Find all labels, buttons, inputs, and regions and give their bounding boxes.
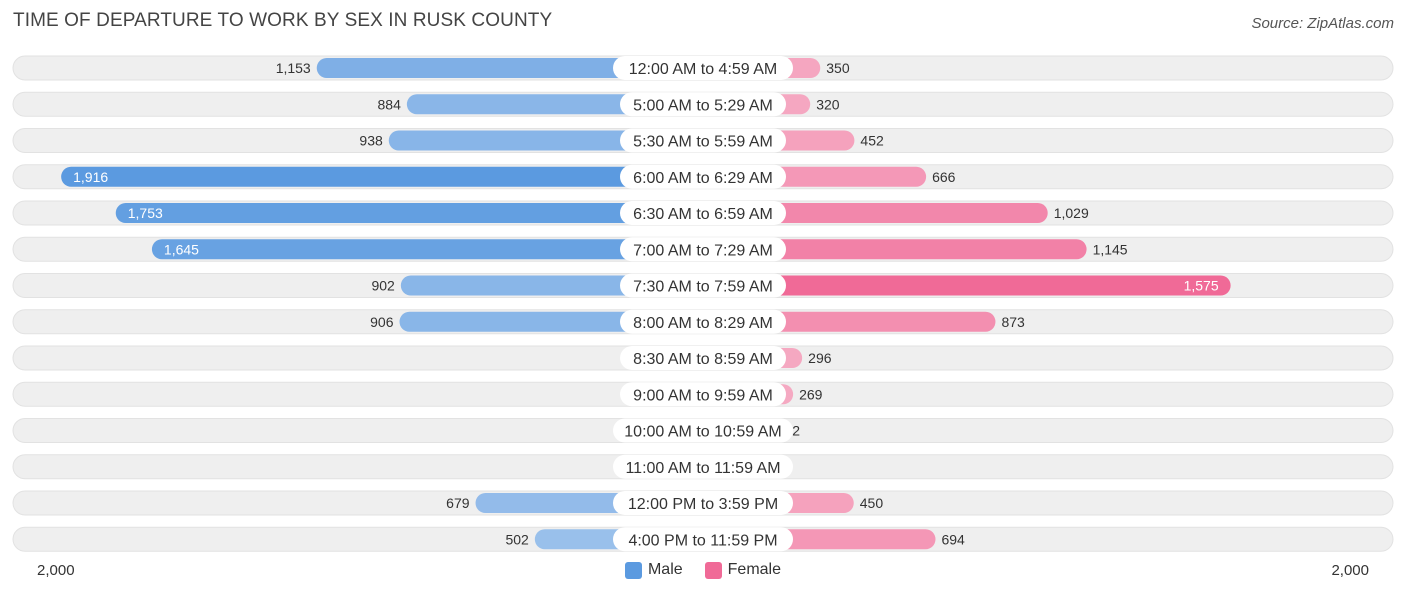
category-pill: [620, 237, 786, 262]
category-label: 7:00 AM to 7:29 AM: [633, 242, 773, 259]
row-10[interactable]: 13120210:00 AM to 10:59 AM: [12, 418, 1394, 443]
category-pill: [613, 491, 793, 515]
legend-item-female[interactable]: Female: [704, 561, 782, 579]
row-3[interactable]: 1,916 666 6:00 AM to 6:29 AM: [12, 164, 1394, 190]
category-label: 5:00 AM to 5:29 AM: [633, 97, 773, 114]
category-pill: [620, 201, 786, 225]
category-pill: [613, 418, 793, 443]
chart-title: TIME OF DEPARTURE TO WORK BY SEX IN RUSK…: [13, 10, 553, 31]
category-label: 4:00 PM to 11:59 PM: [628, 532, 777, 549]
category-label: 12:00 AM to 4:59 AM: [629, 61, 778, 78]
value-label-male: 1,916: [73, 169, 108, 185]
legend-swatch-female: [704, 561, 722, 579]
category-pill: [613, 454, 793, 479]
category-pill: [613, 56, 793, 80]
value-label-male: 1,153: [276, 60, 311, 76]
category-pill: [620, 128, 786, 153]
row-9[interactable]: 892699:00 AM to 9:59 AM: [12, 381, 1394, 407]
bar-male: [61, 166, 703, 187]
axis-left-label: 2,000: [37, 562, 75, 579]
value-label-female: 666: [932, 169, 956, 185]
bar-female: [703, 239, 1087, 260]
legend-label-female: Female: [727, 561, 782, 578]
category-pill: [620, 164, 786, 189]
axis-right-label: 2,000: [1331, 562, 1369, 579]
category-label: 7:30 AM to 7:59 AM: [633, 279, 773, 296]
category-pill: [620, 382, 786, 407]
value-label-male: 902: [371, 278, 395, 294]
row-12[interactable]: 679 450 12:00 PM to 3:59 PM: [12, 490, 1394, 516]
legend-label-male: Male: [647, 561, 683, 578]
bar-female: [703, 203, 1048, 223]
category-label: 6:00 AM to 6:29 AM: [633, 170, 773, 187]
value-label-female: 320: [816, 96, 840, 112]
value-label-female: 269: [799, 386, 823, 402]
category-label: 5:30 AM to 5:59 AM: [633, 134, 773, 151]
row-7[interactable]: 906 873 8:00 AM to 8:29 AM: [12, 309, 1394, 335]
row-4[interactable]: 1,753 1,029 6:30 AM to 6:59 AM: [12, 200, 1394, 226]
value-label-male: 1,753: [128, 205, 163, 221]
category-pill: [620, 309, 786, 334]
category-pill: [620, 346, 786, 370]
value-label-male: 1,645: [164, 241, 199, 257]
value-label-male: 938: [359, 133, 383, 149]
row-13[interactable]: 502 694 4:00 PM to 11:59 PM: [12, 526, 1394, 552]
legend-swatch-male: [624, 561, 642, 579]
category-pill: [613, 527, 793, 552]
value-label-female: 450: [860, 495, 884, 511]
bar-female: [703, 275, 1231, 296]
row-1[interactable]: 884 320 5:00 AM to 5:29 AM: [12, 91, 1394, 117]
value-label-female: 1,145: [1093, 241, 1128, 257]
legend: Male Female: [0, 561, 1406, 579]
category-label: 6:30 AM to 6:59 AM: [633, 206, 773, 223]
value-label-female: 452: [860, 133, 884, 149]
row-11[interactable]: 4117111:00 AM to 11:59 AM: [12, 454, 1394, 480]
value-label-female: 694: [941, 531, 965, 547]
category-pill: [620, 92, 786, 117]
value-label-male: 502: [505, 531, 529, 547]
value-label-male: 679: [446, 495, 470, 511]
row-6[interactable]: 902 1,575 7:30 AM to 7:59 AM: [12, 273, 1394, 298]
category-pill: [620, 273, 786, 298]
value-label-female: 1,029: [1054, 205, 1089, 221]
row-2[interactable]: 938 452 5:30 AM to 5:59 AM: [12, 128, 1394, 153]
category-label: 11:00 AM to 11:59 AM: [625, 460, 780, 477]
value-label-male: 906: [370, 314, 394, 330]
row-5[interactable]: 1,645 1,145 7:00 AM to 7:29 AM: [12, 236, 1394, 262]
category-label: 9:00 AM to 9:59 AM: [633, 387, 773, 404]
bar-male: [316, 58, 703, 78]
value-label-female: 296: [808, 350, 832, 366]
bar-male: [151, 239, 704, 260]
value-label-female: 350: [826, 60, 850, 76]
source-credit: Source: ZipAtlas.com: [1251, 15, 1394, 32]
row-0[interactable]: 1,153 350 12:00 AM to 4:59 AM: [12, 55, 1394, 81]
category-label: 8:30 AM to 8:59 AM: [633, 351, 773, 368]
bar-male: [115, 203, 704, 223]
value-label-female: 873: [1001, 314, 1025, 330]
value-label-male: 884: [378, 96, 402, 112]
legend-item-male[interactable]: Male: [624, 561, 683, 579]
category-label: 12:00 PM to 3:59 PM: [628, 496, 778, 513]
row-8[interactable]: 1422968:30 AM to 8:59 AM: [12, 345, 1394, 371]
category-label: 10:00 AM to 10:59 AM: [624, 424, 781, 441]
category-label: 8:00 AM to 8:29 AM: [633, 315, 773, 332]
value-label-female: 1,575: [1184, 278, 1219, 294]
